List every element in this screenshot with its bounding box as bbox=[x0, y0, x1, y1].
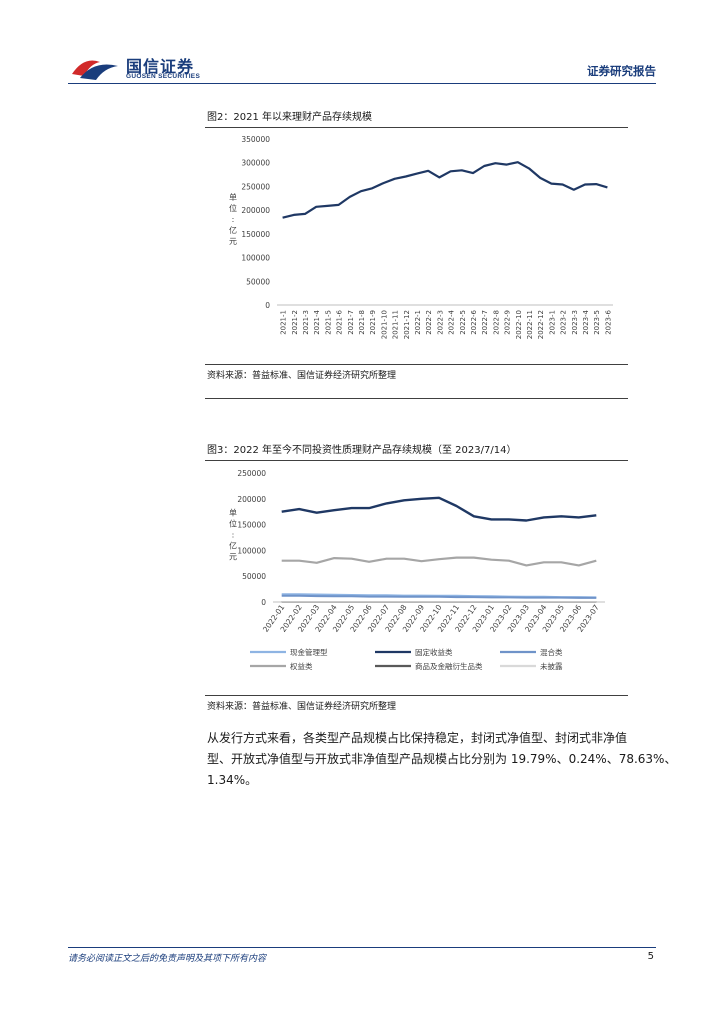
x-tick-label: 2022-2 bbox=[425, 310, 433, 335]
x-tick-label: 2021-11 bbox=[392, 310, 400, 339]
y-axis-label-char: : bbox=[232, 215, 235, 224]
figure-2-bottom-rule bbox=[205, 398, 628, 399]
x-tick-label: 2021-5 bbox=[324, 310, 332, 335]
y-tick-label: 300000 bbox=[241, 159, 270, 168]
logo-chinese-name: 国信证券 bbox=[126, 57, 195, 76]
x-tick-label: 2022-1 bbox=[414, 310, 422, 335]
x-tick-label: 2022-6 bbox=[470, 309, 478, 334]
figure-2-mid-rule bbox=[205, 364, 628, 365]
legend-label: 现金管理型 bbox=[290, 647, 328, 657]
x-tick-label: 2022-11 bbox=[526, 310, 534, 339]
header: 国信证券 GUOSEN SECURITIES 证券研究报告 bbox=[0, 0, 724, 90]
x-tick-label: 2023-4 bbox=[582, 309, 590, 334]
y-tick-label: 250000 bbox=[241, 182, 270, 191]
y-tick-label: 0 bbox=[265, 301, 270, 310]
guosen-logo-icon bbox=[72, 60, 118, 80]
x-tick-label: 2021-1 bbox=[280, 310, 288, 335]
y-axis-label-char: 元 bbox=[229, 553, 237, 562]
y-tick-label: 200000 bbox=[237, 495, 266, 504]
x-tick-label: 2023-1 bbox=[548, 310, 556, 335]
x-tick-label: 2021-3 bbox=[302, 310, 310, 335]
x-tick-label: 2021-6 bbox=[336, 309, 344, 334]
y-tick-label: 50000 bbox=[246, 277, 270, 286]
logo-english-name: GUOSEN SECURITIES bbox=[126, 73, 201, 80]
figure-3-title: 图3：2022 年至今不同投资性质理财产品存续规模（至 2023/7/14） bbox=[207, 445, 517, 456]
x-tick-label: 2021-7 bbox=[347, 310, 355, 335]
x-tick-label: 2022-9 bbox=[504, 310, 512, 335]
series-line-混合类 bbox=[281, 594, 597, 599]
y-axis-label-char: 元 bbox=[229, 237, 237, 246]
y-axis-label-char: 亿 bbox=[229, 541, 237, 551]
x-tick-label: 2022-5 bbox=[459, 310, 467, 335]
figure-2: 图2：2021 年以来理财产品存续规模 bbox=[205, 108, 628, 128]
paragraph-line: 1.34%。 bbox=[207, 773, 258, 787]
paragraph-line: 从发行方式来看，各类型产品规模占比保持稳定，封闭式净值型、封闭式非净值 bbox=[207, 731, 628, 745]
figure-2-source: 资料来源：普益标准、国信证券经济研究所整理 bbox=[207, 371, 397, 381]
figure-3-mid-rule bbox=[205, 695, 628, 696]
y-axis-label-char: 单 bbox=[229, 508, 237, 518]
y-tick-label: 350000 bbox=[241, 135, 270, 144]
y-axis-label-char: : bbox=[232, 531, 235, 540]
header-rule bbox=[68, 83, 656, 84]
x-tick-label: 2022-10 bbox=[515, 310, 523, 339]
x-tick-label: 2021-12 bbox=[403, 310, 411, 339]
footer-rule bbox=[68, 947, 656, 948]
x-tick-label: 2021-4 bbox=[313, 309, 321, 334]
y-tick-label: 100000 bbox=[237, 546, 266, 555]
x-tick-label: 2021-9 bbox=[369, 310, 377, 335]
figure-3: 图3：2022 年至今不同投资性质理财产品存续规模（至 2023/7/14） bbox=[205, 441, 628, 461]
y-tick-label: 250000 bbox=[237, 469, 266, 478]
series-line-固定收益类 bbox=[281, 496, 597, 522]
series-line-total bbox=[282, 161, 608, 219]
x-tick-label: 2022-12 bbox=[537, 310, 545, 339]
legend-label: 权益类 bbox=[290, 661, 313, 671]
footer-disclaimer: 请务必阅读正文之后的免责声明及其项下所有内容 bbox=[68, 954, 267, 964]
x-tick-label: 2022-4 bbox=[448, 309, 456, 334]
page-number: 5 bbox=[647, 951, 654, 962]
x-tick-label: 2023-3 bbox=[571, 310, 579, 335]
y-tick-label: 0 bbox=[261, 598, 266, 607]
x-tick-label: 2022-3 bbox=[436, 310, 444, 335]
legend-label: 混合类 bbox=[540, 647, 563, 657]
y-axis-label-char: 位 bbox=[229, 519, 237, 529]
x-tick-label: 2021-8 bbox=[358, 310, 366, 335]
report-type-label: 证券研究报告 bbox=[587, 64, 656, 78]
y-tick-label: 50000 bbox=[242, 572, 266, 581]
legend-label: 固定收益类 bbox=[415, 647, 453, 657]
y-tick-label: 150000 bbox=[237, 521, 266, 530]
legend-label: 未披露 bbox=[540, 661, 563, 671]
x-tick-label: 2021-10 bbox=[380, 310, 388, 339]
figure-2-title: 图2：2021 年以来理财产品存续规模 bbox=[207, 112, 372, 123]
paragraph-line: 型、开放式净值型与开放式非净值型产品规模占比分别为 19.79%、0.24%、7… bbox=[207, 752, 677, 766]
x-tick-label: 2022-7 bbox=[481, 310, 489, 335]
x-tick-label: 2023-6 bbox=[604, 309, 612, 334]
x-tick-label: 2021-2 bbox=[291, 310, 299, 335]
figure-2-top-rule bbox=[205, 127, 628, 128]
y-axis-label-char: 单 bbox=[229, 192, 237, 202]
chart-3-by-investment-type: 050000100000150000200000250000单位:亿元2022-… bbox=[229, 469, 605, 671]
x-tick-label: 2023-5 bbox=[593, 310, 601, 335]
body-paragraph: 从发行方式来看，各类型产品规模占比保持稳定，封闭式净值型、封闭式非净值 型、开放… bbox=[207, 728, 677, 791]
y-axis-label-char: 亿 bbox=[229, 225, 237, 235]
chart-2-total-scale: 0 50000 100000 150000 200000 250000 300000 3500… bbox=[229, 135, 613, 339]
legend-label: 商品及金融衍生品类 bbox=[415, 661, 483, 671]
y-tick-label: 200000 bbox=[241, 206, 270, 215]
y-tick-label: 100000 bbox=[241, 254, 270, 263]
figure-3-source: 资料来源：普益标准、国信证券经济研究所整理 bbox=[207, 702, 397, 712]
y-tick-label: 150000 bbox=[241, 230, 270, 239]
figure-3-top-rule bbox=[205, 460, 628, 461]
x-tick-label: 2023-2 bbox=[560, 310, 568, 335]
y-axis-label-char: 位 bbox=[229, 203, 237, 213]
series-line-权益类 bbox=[281, 556, 597, 567]
x-tick-label: 2022-8 bbox=[492, 310, 500, 335]
